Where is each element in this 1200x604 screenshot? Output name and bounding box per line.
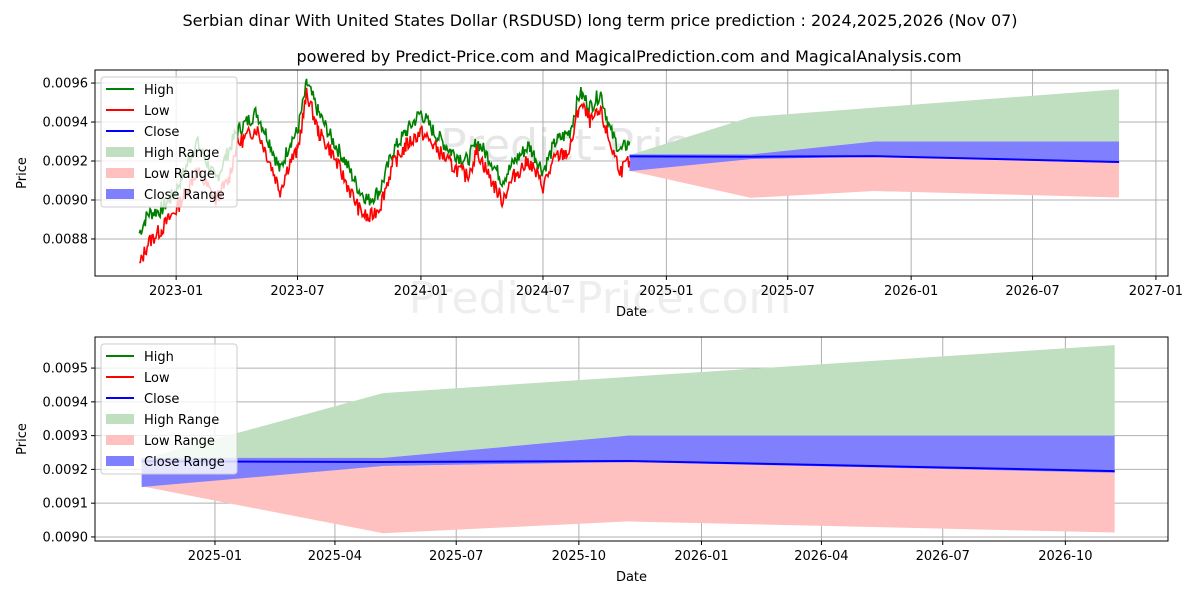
plot-area (138, 78, 1120, 264)
axes-frame (94, 336, 1169, 542)
x-tick-label: 2024-01 (394, 284, 448, 299)
x-tick-label: 2023-01 (149, 284, 203, 299)
legend-label: High Range (144, 413, 219, 428)
high-range-band (141, 345, 1115, 460)
x-tick-label: 2027-01 (1129, 284, 1183, 299)
y-tick-label: 0.0090 (43, 530, 89, 545)
legend-label: Low Range (144, 434, 215, 449)
chart-title: Serbian dinar With United States Dollar … (182, 11, 1017, 30)
high-range-band (629, 89, 1120, 156)
y-tick-label: 0.0090 (43, 193, 89, 208)
x-tick-label: 2026-01 (884, 284, 938, 299)
y-tick-label: 0.0088 (43, 232, 89, 247)
legend: High Low Close High Range Low Range Close Ran… (100, 343, 238, 475)
legend-label: Close Range (144, 188, 225, 203)
y-axis-label: Price (15, 423, 30, 455)
x-tick-label: 2026-07 (916, 549, 970, 564)
x-tick-label: 2025-10 (552, 549, 606, 564)
x-tick-label: 2023-07 (270, 284, 324, 299)
legend-swatch-low-range (106, 168, 134, 178)
watermark: Predict-Price.com (409, 273, 792, 324)
y-tick-label: 0.0092 (43, 463, 89, 478)
close-line (629, 155, 1120, 163)
y-tick-label: 0.0093 (43, 429, 89, 444)
x-tick-label: 2024-07 (516, 284, 570, 299)
legend-label: Low Range (144, 167, 215, 182)
legend-swatch-low-range (106, 435, 134, 445)
legend-label: Close Range (144, 455, 225, 470)
low-range-band (141, 461, 1115, 534)
legend-box (100, 76, 238, 208)
x-tick-label: 2026-10 (1038, 549, 1092, 564)
bottom-chart: Predict-Price.com2025-012025-042025-0720… (15, 336, 1169, 585)
legend-label: Close (144, 125, 179, 140)
legend-swatch-high-range (106, 414, 134, 424)
legend-box (100, 343, 238, 475)
y-tick-label: 0.0095 (43, 362, 89, 377)
y-tick-label: 0.0094 (43, 116, 89, 131)
y-axis-label: Price (15, 157, 30, 189)
axes-frame (94, 69, 1169, 277)
legend-label: Low (144, 371, 170, 386)
y-tick-label: 0.0092 (43, 155, 89, 170)
y-tick-label: 0.0091 (43, 497, 89, 512)
legend-label: High Range (144, 146, 219, 161)
x-tick-label: 2025-01 (188, 549, 242, 564)
x-tick-label: 2026-04 (794, 549, 848, 564)
legend-label: Close (144, 392, 179, 407)
x-tick-label: 2025-04 (308, 549, 362, 564)
y-tick-label: 0.0096 (43, 77, 89, 92)
x-axis-label: Date (616, 570, 647, 585)
x-axis-label: Date (616, 305, 647, 320)
plot-area (141, 345, 1115, 534)
low-range-band (629, 156, 1120, 198)
x-tick-label: 2025-01 (639, 284, 693, 299)
y-tick-label: 0.0094 (43, 395, 89, 410)
legend-label: High (144, 350, 174, 365)
legend-label: High (144, 83, 174, 98)
chart-subtitle: powered by Predict-Price.com and Magical… (296, 47, 961, 66)
close-line (141, 459, 1115, 473)
legend-swatch-close-range (106, 189, 134, 199)
legend: High Low Close High Range Low Range Close Ran… (100, 76, 238, 208)
top-chart: Predict-Price.comPredict-Price.com2023-0… (15, 69, 1183, 324)
legend-label: Low (144, 104, 170, 119)
legend-swatch-close-range (106, 456, 134, 466)
x-tick-label: 2025-07 (761, 284, 815, 299)
x-tick-label: 2026-07 (1005, 284, 1059, 299)
x-tick-label: 2025-07 (429, 549, 483, 564)
legend-swatch-high-range (106, 147, 134, 157)
x-tick-label: 2026-01 (674, 549, 728, 564)
